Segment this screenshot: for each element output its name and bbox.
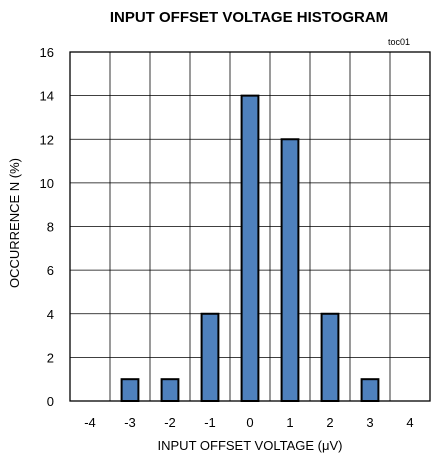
chart-annotation: toc01 [388, 37, 410, 47]
x-axis-label: INPUT OFFSET VOLTAGE (μV) [158, 438, 343, 453]
bar--3 [120, 378, 140, 402]
x-tick-label: 2 [326, 415, 333, 430]
y-tick-label: 6 [47, 263, 54, 278]
bars [120, 94, 380, 402]
x-tick-label: -2 [164, 415, 176, 430]
bar--1 [200, 312, 220, 402]
y-tick-label: 2 [47, 350, 54, 365]
y-axis-label: OCCURRENCE N (%) [7, 158, 22, 288]
bar-0 [240, 94, 260, 402]
plot-frame [69, 51, 431, 402]
x-tick-label: -1 [204, 415, 216, 430]
y-tick-labels: 0 2 4 6 8 10 12 14 16 [40, 45, 54, 409]
x-tick-label: -4 [84, 415, 96, 430]
y-tick-label: 4 [47, 307, 54, 322]
bar-2 [320, 312, 340, 402]
x-tick-label: 4 [406, 415, 413, 430]
chart-title: INPUT OFFSET VOLTAGE HISTOGRAM [110, 9, 388, 26]
x-tick-label: -3 [124, 415, 136, 430]
x-tick-label: 0 [246, 415, 253, 430]
y-tick-label: 16 [40, 45, 54, 60]
y-tick-label: 10 [40, 176, 54, 191]
bar-1 [280, 138, 300, 402]
x-tick-label: 1 [286, 415, 293, 430]
y-tick-label: 8 [47, 220, 54, 235]
bar--2 [160, 378, 180, 402]
bar-3 [360, 378, 380, 402]
y-tick-label: 14 [40, 89, 54, 104]
x-tick-label: 3 [366, 415, 373, 430]
y-tick-label: 0 [47, 394, 54, 409]
y-tick-label: 12 [40, 132, 54, 147]
x-tick-labels: -4 -3 -2 -1 0 1 2 3 4 [84, 415, 413, 430]
